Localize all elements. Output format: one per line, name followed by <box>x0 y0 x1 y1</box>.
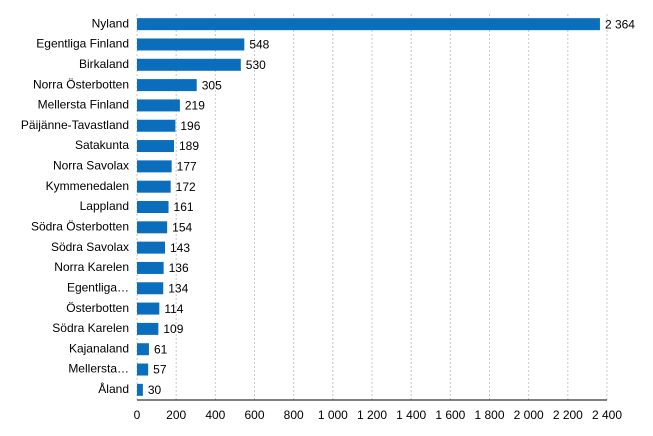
value-label: 134 <box>168 281 188 295</box>
bar <box>137 261 164 274</box>
bar <box>137 160 172 173</box>
bar <box>137 383 143 396</box>
bar <box>137 241 166 254</box>
bar <box>137 180 171 193</box>
x-tick-label: 800 <box>284 408 304 422</box>
bar <box>137 119 176 132</box>
y-tick-label: Satakunta <box>75 138 129 152</box>
bar <box>137 282 164 295</box>
value-label: 196 <box>180 119 200 133</box>
bar <box>137 302 160 315</box>
value-label: 30 <box>148 383 162 397</box>
value-label: 548 <box>249 38 269 52</box>
x-tick-label: 200 <box>166 408 186 422</box>
value-label: 109 <box>163 322 183 336</box>
value-label: 172 <box>176 180 196 194</box>
y-tick-label: Södra Savolax <box>51 240 129 254</box>
value-label: 136 <box>169 261 189 275</box>
x-tick-label: 2 200 <box>553 408 583 422</box>
bar <box>137 322 159 335</box>
value-label: 305 <box>202 78 222 92</box>
x-tick-label: 2 000 <box>514 408 544 422</box>
x-tick-label: 2 400 <box>592 408 622 422</box>
y-tick-label: Södra Österbotten <box>31 219 129 233</box>
bar <box>137 140 175 153</box>
x-tick-label: 1 800 <box>474 408 504 422</box>
y-tick-label: Päijänne-Tavastland <box>21 118 129 132</box>
y-tick-label: Kajanaland <box>69 341 129 355</box>
bar <box>137 363 149 376</box>
y-tick-label: Åland <box>98 381 129 396</box>
x-tick-label: 400 <box>205 408 225 422</box>
bar <box>137 38 245 51</box>
y-tick-label: Norra Österbotten <box>33 77 129 91</box>
value-label: 57 <box>153 363 167 377</box>
y-tick-label: Lappland <box>80 199 129 213</box>
x-tick-label: 1 200 <box>357 408 387 422</box>
value-label: 161 <box>174 200 194 214</box>
y-tick-label: Egentliga Finland <box>36 37 129 51</box>
value-label: 2 364 <box>605 17 635 31</box>
value-label: 189 <box>179 139 199 153</box>
value-label: 530 <box>246 58 266 72</box>
bar <box>137 343 149 356</box>
bar <box>137 58 241 71</box>
bar <box>137 99 180 112</box>
y-tick-label: Mellersta Finland <box>38 98 129 112</box>
x-tick-label: 1 600 <box>435 408 465 422</box>
value-label: 61 <box>154 342 168 356</box>
bar <box>137 221 168 234</box>
bar <box>137 201 169 213</box>
value-label: 219 <box>185 99 205 113</box>
y-tick-label: Kymmenedalen <box>46 179 129 193</box>
value-label: 114 <box>164 302 183 316</box>
y-tick-label: Södra Karelen <box>52 321 129 335</box>
y-tick-label: Norra Savolax <box>53 159 129 173</box>
y-tick-label: Norra Karelen <box>54 260 129 274</box>
x-tick-label: 1 000 <box>318 408 348 422</box>
value-label: 177 <box>177 160 197 174</box>
bar <box>137 18 600 31</box>
y-tick-label: Nyland <box>92 16 129 30</box>
x-tick-label: 600 <box>244 408 264 422</box>
y-tick-label: Mellersta… <box>68 362 129 376</box>
bar <box>137 79 197 92</box>
x-tick-label: 0 <box>134 408 141 422</box>
x-tick-label: 1 400 <box>396 408 426 422</box>
y-tick-label: Egentliga… <box>67 280 129 294</box>
y-tick-label: Birkaland <box>79 57 129 71</box>
value-label: 143 <box>170 241 190 255</box>
value-label: 154 <box>172 220 192 234</box>
y-tick-label: Österbotten <box>66 301 129 315</box>
